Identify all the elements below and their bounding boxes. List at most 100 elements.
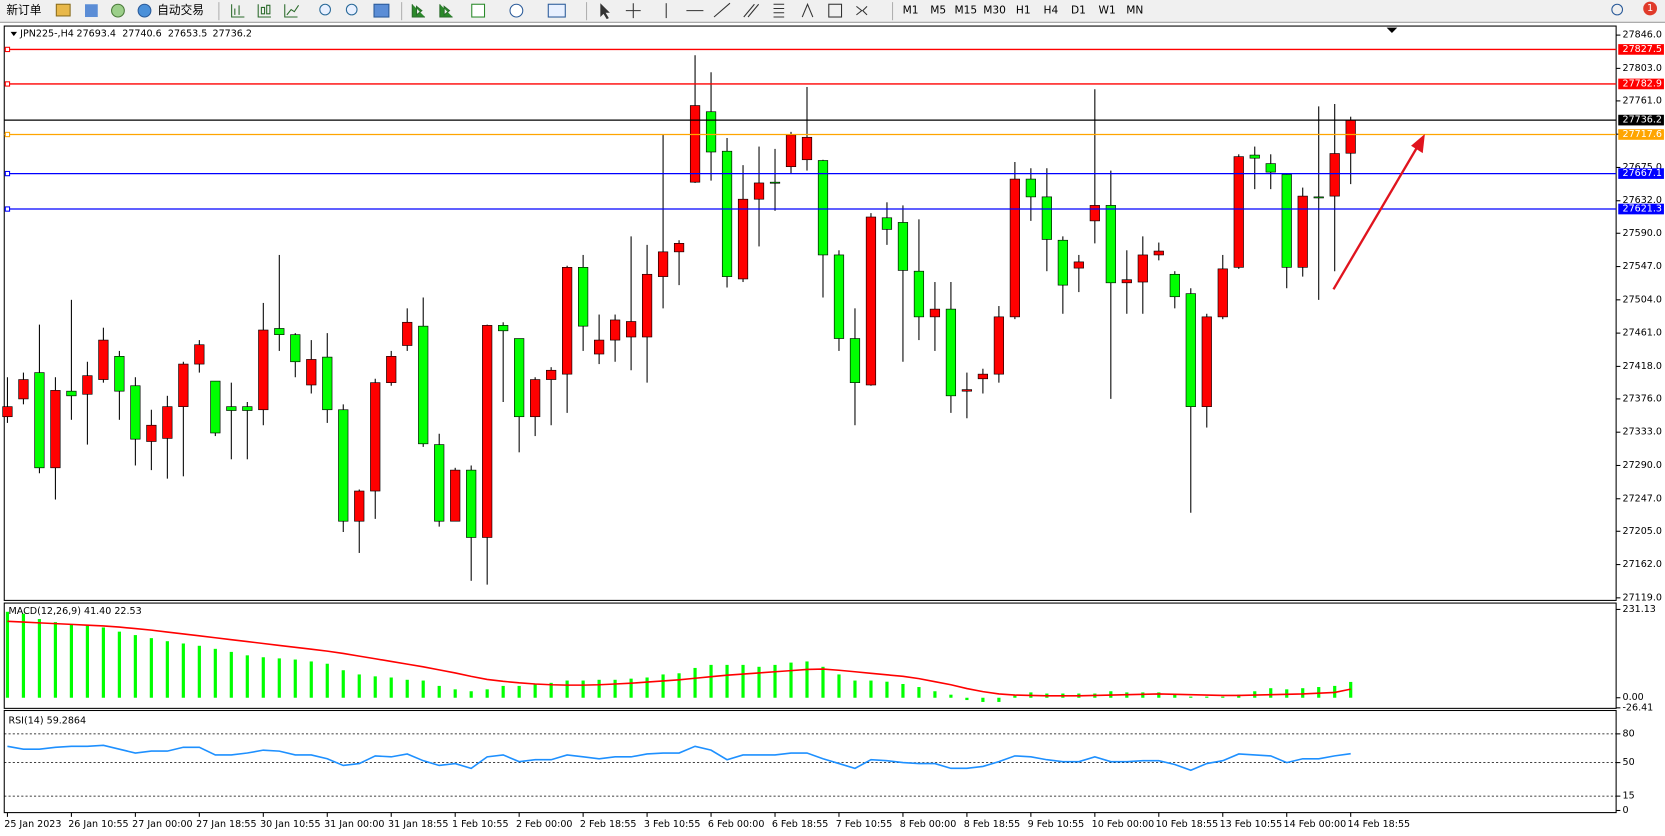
indicators-icon[interactable] <box>471 3 486 18</box>
candle-body <box>418 325 429 445</box>
tile-icon[interactable] <box>373 3 390 18</box>
timeframe-button[interactable]: D1 <box>1071 4 1086 17</box>
candle-body <box>34 372 45 469</box>
macd-bar <box>245 655 249 698</box>
arrows-icon[interactable] <box>856 5 868 16</box>
x-tick-label: 9 Feb 10:55 <box>1028 819 1085 830</box>
text-icon[interactable] <box>801 2 814 18</box>
candle-body <box>1249 154 1260 159</box>
macd-bar <box>597 679 601 698</box>
price-line-label: 27782.9 <box>1622 78 1661 89</box>
macd-bar <box>293 659 297 698</box>
x-tick-label: 30 Jan 10:55 <box>260 819 320 830</box>
macd-bar <box>53 622 58 698</box>
icon[interactable] <box>55 3 71 17</box>
candle-body <box>386 356 397 383</box>
macd-bar <box>1301 688 1305 698</box>
icon[interactable] <box>111 3 125 18</box>
new-order-button[interactable]: 新订单 <box>6 3 41 17</box>
candle-body <box>625 321 637 338</box>
bar-chart-icon[interactable] <box>231 4 245 18</box>
timeframe-button[interactable]: H1 <box>1016 4 1031 17</box>
candle-body <box>1281 174 1292 268</box>
candle-body <box>98 339 109 380</box>
x-tick-label: 3 Feb 10:55 <box>644 819 701 830</box>
macd-bar <box>997 697 1001 702</box>
candle-body <box>338 409 349 522</box>
annotation-arrow <box>1332 146 1419 290</box>
macd-bar <box>645 677 649 698</box>
x-tick-label: 14 Feb 00:00 <box>1284 819 1347 830</box>
macd-panel <box>3 602 1617 709</box>
macd-bar <box>469 691 473 698</box>
zoom-in-icon[interactable] <box>319 3 331 16</box>
macd-bar <box>85 625 89 698</box>
y-tick-label: 27247.0 <box>1622 493 1661 504</box>
ohlc-label: 27736.2 <box>213 29 252 40</box>
candle-body <box>961 389 973 392</box>
timeframe-button[interactable]: M30 <box>983 4 1006 17</box>
templates-icon[interactable] <box>547 3 566 18</box>
macd-bar <box>229 651 233 698</box>
y-tick-label: 27461.0 <box>1622 328 1661 339</box>
candle-body <box>482 325 493 538</box>
price-line-tag <box>1618 129 1664 140</box>
label-icon[interactable] <box>828 3 843 18</box>
macd-bar <box>149 638 153 698</box>
candle-body <box>610 319 621 341</box>
x-tick-label: 25 Jan 2023 <box>4 819 61 830</box>
candle-body <box>162 406 173 439</box>
candle-body <box>578 267 589 327</box>
scroll-icon[interactable] <box>411 4 426 18</box>
annotation-arrowhead <box>1411 134 1425 154</box>
rsi-line <box>7 744 1351 772</box>
shift-icon[interactable] <box>439 4 453 18</box>
channel-icon[interactable] <box>743 3 760 18</box>
ohlc-label: 27693.4 <box>77 29 116 40</box>
periods-icon[interactable] <box>509 3 524 18</box>
timeframe-button[interactable]: H4 <box>1043 4 1058 17</box>
notification-badge[interactable] <box>1643 1 1658 16</box>
macd-bar <box>565 680 569 698</box>
candle-body <box>274 328 285 335</box>
shift-marker <box>1386 27 1398 33</box>
search-icon[interactable] <box>1611 3 1624 16</box>
timeframe-button[interactable]: M15 <box>955 4 978 17</box>
cursor-icon[interactable] <box>600 3 610 20</box>
zoom-out-icon[interactable] <box>345 3 358 16</box>
candle-icon[interactable] <box>257 4 271 18</box>
candle-body <box>114 356 125 392</box>
macd-bar <box>581 680 585 698</box>
macd-bar <box>517 685 521 698</box>
x-tick-label: 2 Feb 00:00 <box>516 819 573 830</box>
timeframe-button[interactable]: W1 <box>1099 4 1116 17</box>
candle-body <box>370 382 381 492</box>
auto-trading-button[interactable]: 自动交易 <box>157 3 204 17</box>
trendline-icon[interactable] <box>713 2 731 18</box>
line-chart-icon[interactable] <box>284 4 300 18</box>
fibo-icon[interactable] <box>773 3 785 18</box>
timeframe-button[interactable]: MN <box>1126 4 1143 17</box>
macd-bar <box>869 680 873 698</box>
x-tick-label: 6 Feb 00:00 <box>708 819 765 830</box>
candle-body <box>514 338 525 418</box>
menu-triangle <box>10 31 18 37</box>
auto-trading-icon[interactable] <box>137 3 152 18</box>
timeframe-button[interactable]: M1 <box>903 4 919 17</box>
y-tick-label: 27675.0 <box>1622 162 1661 173</box>
macd-bar <box>533 683 537 698</box>
y-tick-label: 27376.0 <box>1622 393 1661 404</box>
timeframe-button[interactable]: M5 <box>930 4 946 17</box>
icon[interactable] <box>85 4 98 18</box>
candle-body <box>817 160 829 256</box>
candle-body <box>450 469 461 522</box>
macd-bar <box>1221 696 1225 698</box>
candle-body <box>641 273 653 338</box>
candle-body <box>130 385 141 440</box>
macd-bar <box>437 685 441 698</box>
crosshair-icon[interactable] <box>625 3 641 19</box>
candle-body <box>226 406 237 411</box>
macd-label: MACD(12,26,9) 41.40 22.53 <box>9 606 142 617</box>
price-line-tag <box>1618 203 1664 215</box>
candle-body <box>929 308 941 318</box>
